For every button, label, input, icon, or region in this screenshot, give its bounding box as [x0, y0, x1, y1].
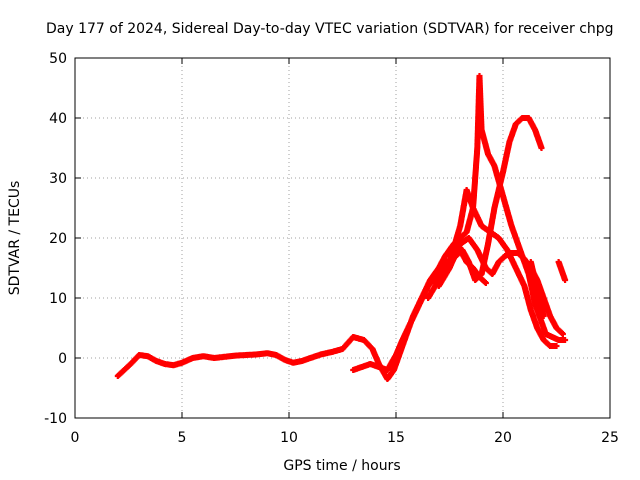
x-tick-label: 20	[494, 430, 512, 446]
x-tick-label: 0	[71, 430, 80, 446]
y-tick-label: 10	[49, 291, 67, 307]
y-tick-label: 50	[49, 51, 67, 67]
y-tick-label: -10	[44, 411, 67, 427]
grid-lines	[75, 58, 610, 418]
y-tick-label: 30	[49, 171, 67, 187]
data-point-markers	[555, 259, 569, 283]
data-point-markers	[527, 259, 547, 319]
x-tick-label: 25	[601, 430, 619, 446]
y-axis-title: SDTVAR / TECUs	[7, 181, 23, 296]
series-trace-7	[555, 259, 569, 283]
y-tick-label: 40	[49, 111, 67, 127]
series-trace-3	[425, 187, 560, 349]
series-trace-4	[435, 235, 566, 337]
data-point-markers	[114, 73, 569, 382]
data-series	[114, 73, 569, 382]
data-point-markers	[435, 235, 566, 337]
x-tick-label: 10	[280, 430, 298, 446]
y-tick-label: 0	[58, 351, 67, 367]
series-trace-6	[527, 259, 547, 319]
x-axis-title: GPS time / hours	[283, 458, 400, 474]
data-point-markers	[425, 187, 560, 349]
data-point-markers	[457, 247, 489, 286]
series-trace-5	[457, 247, 489, 286]
chart-title: Day 177 of 2024, Sidereal Day-to-day VTE…	[46, 21, 614, 37]
x-tick-label: 5	[178, 430, 187, 446]
y-tick-label: 20	[49, 231, 67, 247]
x-tick-label: 15	[387, 430, 405, 446]
series-trace-1	[114, 73, 569, 382]
